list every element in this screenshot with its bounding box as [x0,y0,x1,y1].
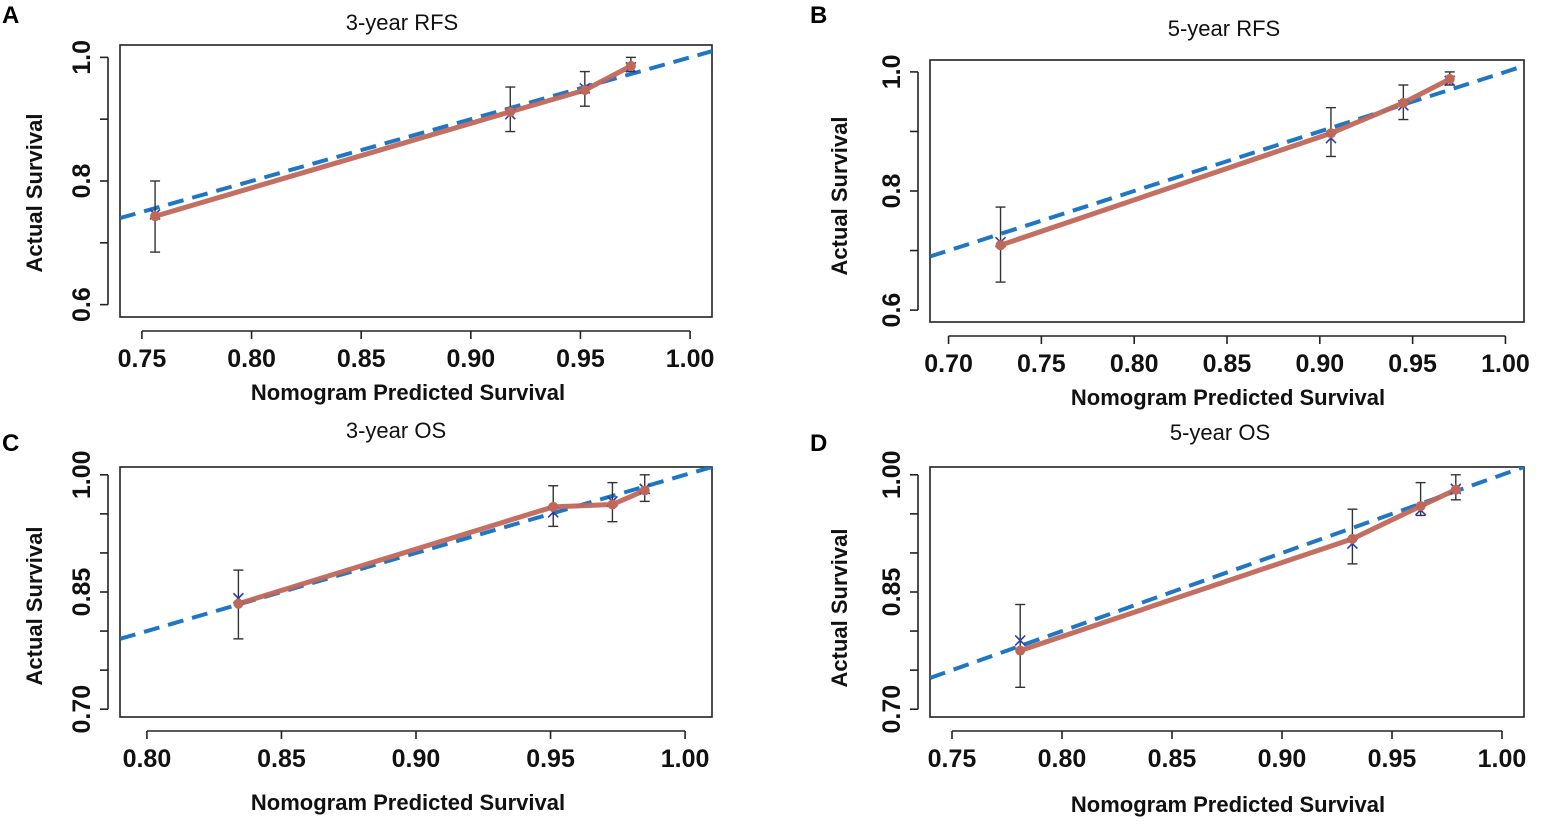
x-tick-label-a: 0.80 [227,345,276,373]
x-tick-label-b: 0.70 [924,350,973,378]
x-tick-label-c: 0.85 [257,745,306,773]
y-tick-label-b: 0.6 [878,293,906,328]
y-axis-label-c: Actual Survival [22,527,47,686]
x-tick-label-c: 0.80 [123,745,172,773]
x-tick-label-d: 0.75 [928,745,977,773]
x-axis-label-b: Nomogram Predicted Survival [1071,385,1385,410]
y-tick-label-d: 0.85 [878,568,906,617]
panel-b: B 5-year RFS 0.70 0.75 0.80 0.85 0.90 0.95 1.0… [810,2,1530,410]
calibration-point-c [607,499,618,510]
x-tick-label-a: 1.00 [666,345,715,373]
panel-a: A 3-year RFS 0.75 0.80 0.85 0.90 0.95 1.00 0.6… [2,2,714,405]
x-tick-label-d: 1.00 [1478,745,1527,773]
plot-d: 0.75 0.80 0.85 0.90 0.95 1.00 0.70 0.85 1.00 [878,450,1526,773]
chart-title-d: 5-year OS [1170,420,1270,445]
y-tick-label-a: 0.8 [68,164,96,199]
x-axis-label-a: Nomogram Predicted Survival [251,380,565,405]
y-tick-label-c: 0.85 [68,568,96,617]
x-tick-label-a: 0.90 [446,345,495,373]
plot-area-b [930,64,1524,283]
calibration-point-b [995,240,1006,251]
x-tick-label-a: 0.75 [118,345,167,373]
plot-area-c [120,467,712,641]
x-tick-label-b: 0.85 [1203,350,1252,378]
plot-area-a [120,49,712,253]
y-axis-label-b: Actual Survival [827,117,852,276]
km-marker-d [1014,634,1026,647]
plot-b: 0.70 0.75 0.80 0.85 0.90 0.95 1.00 0.6 0.8 1.0 [878,55,1530,378]
calibration-point-a [625,61,636,72]
plot-frame-a [119,44,713,318]
y-axis-label-d: Actual Survival [827,529,852,688]
calibration-point-b [1398,97,1409,108]
x-axis-label-d: Nomogram Predicted Survival [1071,792,1385,817]
y-tick-label-d: 1.00 [878,450,906,499]
panel-c: C 3-year OS 0.80 0.85 0.90 0.95 1.00 0.70 0.85… [2,418,713,815]
chart-title-b: 5-year RFS [1168,16,1280,41]
x-tick-label-b: 0.80 [1110,350,1159,378]
calibration-point-d [1415,501,1426,512]
panel-letter-d: D [810,430,827,457]
y-tick-label-d: 0.70 [878,685,906,734]
plot-frame-c [119,466,713,718]
x-tick-label-c: 0.95 [526,745,575,773]
plot-c: 0.80 0.85 0.90 0.95 1.00 0.70 0.85 1.00 [68,450,713,773]
plot-area-d [930,467,1524,689]
calibration-point-d [1347,533,1358,544]
calibration-line-d [1017,487,1459,654]
y-tick-label-a: 0.6 [68,287,96,322]
x-tick-label-d: 0.90 [1258,745,1307,773]
calibration-line-b [998,76,1453,248]
x-tick-label-b: 0.95 [1388,350,1437,378]
chart-title-a: 3-year RFS [346,10,458,35]
calibration-point-a [505,106,516,117]
ideal-line-c [120,467,712,641]
y-tick-label-b: 0.8 [878,174,906,209]
plot-frame-b [929,59,1525,323]
calibration-point-c [639,485,650,496]
calibration-point-a [579,85,590,96]
chart-title-c: 3-year OS [346,418,446,443]
y-tick-label-c: 1.00 [68,450,96,499]
x-tick-label-b: 1.00 [1481,350,1530,378]
y-tick-label-b: 1.0 [878,55,906,90]
panel-letter-c: C [2,430,19,457]
panel-letter-b: B [810,2,827,29]
x-tick-label-d: 0.95 [1368,745,1417,773]
x-tick-label-d: 0.85 [1148,745,1197,773]
calibration-line-c [235,487,648,607]
y-axis-label-a: Actual Survival [22,114,47,273]
y-tick-label-c: 0.70 [68,685,96,734]
x-tick-label-c: 1.00 [661,745,710,773]
x-tick-label-b: 0.90 [1295,350,1344,378]
calibration-point-b [1325,128,1336,139]
panel-d: D 5-year OS 0.75 0.80 0.85 0.90 0.95 1.00 0.70… [810,420,1526,817]
x-tick-label-b: 0.75 [1017,350,1066,378]
ideal-line-a [120,49,712,221]
x-axis-label-c: Nomogram Predicted Survival [251,790,565,815]
x-tick-label-a: 0.95 [556,345,605,373]
plot-a: 0.75 0.80 0.85 0.90 0.95 1.00 0.6 0.8 1.0 [68,40,714,373]
calibration-point-d [1015,645,1026,656]
calibration-line-a [152,63,634,219]
x-tick-label-a: 0.85 [337,345,386,373]
calibration-point-a [150,211,161,222]
x-tick-label-d: 0.80 [1038,745,1087,773]
calibration-point-c [548,501,559,512]
calibration-point-b [1444,74,1455,85]
calibration-point-d [1450,484,1461,495]
panel-letter-a: A [2,2,19,29]
x-tick-label-c: 0.90 [392,745,441,773]
y-tick-label-a: 1.0 [68,40,96,75]
ideal-line-b [930,64,1524,259]
calibration-point-c [233,598,244,609]
plot-frame-d [929,466,1525,718]
